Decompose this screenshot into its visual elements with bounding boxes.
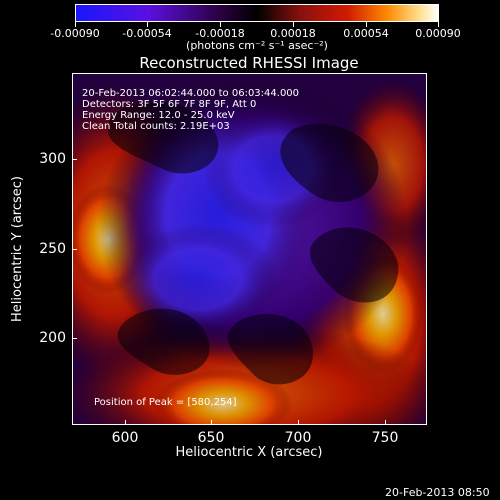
image-info-line: 20-Feb-2013 06:02:44.000 to 06:03:44.000 [82, 88, 300, 99]
x-axis-label: Heliocentric X (arcsec) [175, 445, 323, 460]
colorbar-tick-label: -0.00018 [195, 27, 245, 40]
colorbar-tick-label: -0.00054 [122, 27, 172, 40]
colorbar [75, 4, 439, 22]
x-axis-ticks [72, 420, 427, 426]
y-tick-label: 300 [39, 151, 66, 167]
colorbar-tick-label: 0.00090 [415, 27, 461, 40]
colorbar-tick-label: 0.00018 [270, 27, 316, 40]
x-tick-label: 750 [371, 430, 399, 446]
colorbar-ticks [75, 22, 439, 28]
y-tick-label: 250 [39, 241, 66, 257]
image-title: Reconstructed RHESSI Image [139, 54, 359, 72]
solar-image-raster [73, 74, 426, 424]
x-tick-label: 650 [197, 430, 225, 446]
y-tick-label: 200 [39, 330, 66, 346]
image-info-line: Clean Total counts: 2.19E+03 [82, 121, 230, 132]
footer-timestamp: 20-Feb-2013 08:50 [385, 486, 490, 499]
y-axis-label: Heliocentric Y (arcsec) [10, 176, 25, 322]
image-info-line: Detectors: 3F 5F 6F 7F 8F 9F, Att 0 [82, 99, 257, 110]
colorbar-tick-label: 0.00054 [343, 27, 389, 40]
image-info-line: Energy Range: 12.0 - 25.0 keV [82, 110, 235, 121]
colorbar-tick-label: -0.00090 [50, 27, 100, 40]
x-tick-label: 700 [284, 430, 312, 446]
colorbar-units: (photons cm⁻² s⁻¹ asec⁻²) [186, 39, 328, 52]
x-tick-label: 600 [111, 430, 139, 446]
peak-position: Position of Peak = [580,254] [94, 397, 237, 408]
solar-image: 20-Feb-2013 06:02:44.000 to 06:03:44.000… [72, 73, 427, 425]
y-axis-ticks [72, 73, 78, 425]
